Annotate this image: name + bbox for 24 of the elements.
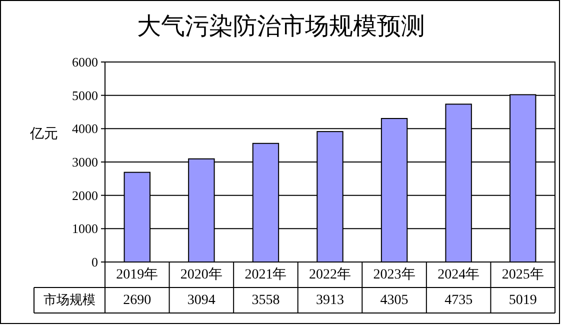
data-label: 3094 [187, 292, 216, 308]
y-tick-label: 6000 [72, 54, 98, 70]
x-tick-label: 2019年 [116, 266, 158, 282]
data-label: 2690 [123, 292, 152, 308]
x-tick-label: 2023年 [373, 266, 416, 282]
y-tick-label: 5000 [72, 88, 98, 103]
data-label: 5019 [508, 292, 537, 308]
x-tick-label: 2024年 [438, 266, 480, 282]
legend-label: 市场规模 [44, 292, 96, 308]
data-label: 4735 [444, 292, 473, 308]
y-tick-label: 2000 [72, 188, 98, 203]
y-tick-label: 3000 [72, 154, 98, 170]
y-tick-label: 4000 [72, 121, 98, 136]
x-tick-label: 2020年 [180, 266, 222, 282]
y-tick-label: 0 [92, 254, 98, 270]
chart-title: 大气污染防治市场规模预测 [137, 12, 425, 40]
data-label: 4305 [380, 292, 408, 308]
x-tick-label: 2021年 [244, 266, 287, 282]
x-tick-label: 2025年 [502, 266, 544, 282]
y-axis-title: 亿元 [29, 126, 58, 142]
x-tick-label: 2022年 [309, 266, 351, 282]
data-label: 3913 [316, 292, 344, 308]
data-label: 3558 [252, 292, 280, 308]
y-tick-label: 1000 [72, 221, 98, 236]
